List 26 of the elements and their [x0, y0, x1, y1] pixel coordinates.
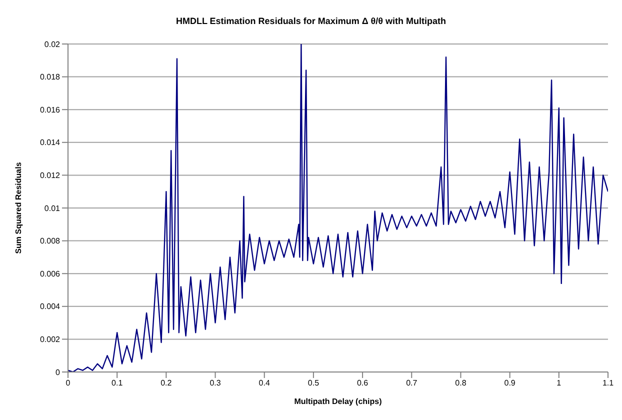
x-tick-label: 1 — [556, 378, 562, 388]
y-tick-label: 0.012 — [40, 171, 61, 180]
y-tick-label: 0.004 — [40, 302, 61, 312]
y-tick-label: 0.02 — [44, 40, 61, 49]
y-tick-label: 0.002 — [40, 335, 61, 344]
y-axis-title: Sum Squared Residuals — [14, 162, 23, 254]
x-tick-label: 0.5 — [308, 378, 320, 388]
y-tick-label: 0.006 — [40, 269, 61, 278]
x-tick-label: 0.6 — [356, 378, 369, 388]
x-tick-label: 0.3 — [210, 378, 222, 388]
x-tick-label: 0 — [66, 378, 71, 388]
x-tick-label: 0.4 — [258, 378, 270, 388]
y-tick-label: 0.014 — [40, 138, 61, 148]
x-tick-label: 0.7 — [406, 378, 418, 388]
y-tick-label: 0 — [56, 368, 61, 377]
x-tick-label: 1.1 — [602, 378, 614, 388]
y-tick-label: 0.01 — [44, 204, 61, 213]
x-tick-label: 0.1 — [112, 378, 124, 388]
x-tick-label: 0.2 — [160, 378, 172, 388]
x-tick-label: 0.9 — [504, 378, 516, 388]
x-axis-title: Multipath Delay (chips) — [294, 397, 382, 406]
chart-title: HMDLL Estimation Residuals for Maximum Δ θ/θ with Multipath — [174, 15, 448, 28]
y-tick-label: 0.016 — [40, 105, 61, 114]
x-tick-label: 0.8 — [455, 378, 467, 388]
y-tick-label: 0.008 — [40, 236, 61, 246]
y-tick-label: 0.018 — [40, 72, 61, 82]
